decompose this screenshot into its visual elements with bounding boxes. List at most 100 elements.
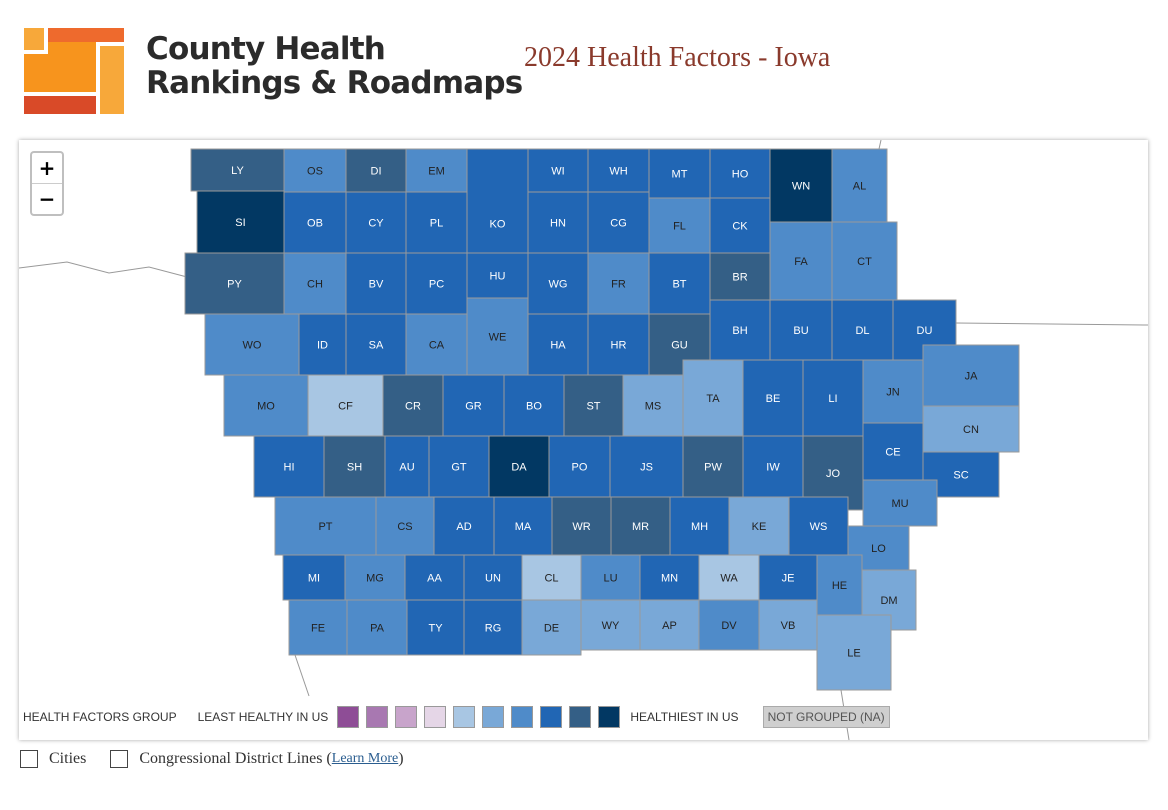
county-ly[interactable]: LY (190, 148, 285, 192)
county-py[interactable]: PY (184, 252, 285, 315)
county-au[interactable]: AU (384, 435, 430, 498)
legend-swatch-9[interactable] (569, 706, 592, 728)
map-panel[interactable]: LY OS DI EM KO WI WH MT HO WN AL SI OB CY PL HN CG FL CK FA… (19, 140, 1148, 740)
county-wh[interactable]: WH (587, 148, 650, 193)
county-ma[interactable]: MA (493, 496, 553, 556)
county-pa[interactable]: PA (346, 599, 408, 656)
county-le[interactable]: LE (816, 614, 892, 691)
county-da[interactable]: DA (488, 435, 550, 498)
county-wa[interactable]: WA (698, 554, 760, 601)
county-fa[interactable]: FA (769, 221, 833, 301)
county-fl[interactable]: FL (648, 197, 711, 254)
zoom-in-button[interactable]: + (32, 153, 62, 184)
congress-checkbox[interactable] (110, 750, 129, 768)
legend-na-box[interactable]: NOT GROUPED (NA) (762, 706, 890, 728)
county-cf[interactable]: CF (307, 374, 384, 437)
cities-checkbox[interactable] (20, 750, 38, 768)
legend-swatch-7[interactable] (511, 706, 534, 728)
county-ho[interactable]: HO (709, 148, 771, 199)
county-mu[interactable]: MU (862, 479, 938, 527)
county-ty[interactable]: TY (406, 599, 465, 656)
county-sa[interactable]: SA (345, 313, 407, 376)
legend-swatch-6[interactable] (482, 706, 505, 728)
county-un[interactable]: UN (463, 554, 523, 601)
county-hn[interactable]: HN (527, 191, 589, 254)
county-de[interactable]: DE (521, 599, 582, 656)
county-mn[interactable]: MN (639, 554, 700, 601)
county-dl[interactable]: DL (831, 299, 894, 361)
county-cs[interactable]: CS (375, 496, 435, 556)
county-rg[interactable]: RG (463, 599, 523, 656)
county-cg[interactable]: CG (587, 191, 650, 254)
legend-swatch-10[interactable] (598, 706, 621, 728)
cities-option[interactable]: Cities (20, 750, 86, 768)
county-bu[interactable]: BU (769, 299, 833, 361)
county-mo[interactable]: MO (223, 374, 309, 437)
congress-option[interactable]: Congressional District Lines (Learn More… (110, 750, 404, 768)
county-cn[interactable]: CN (922, 405, 1020, 453)
county-di[interactable]: DI (345, 148, 407, 193)
county-ad[interactable]: AD (433, 496, 495, 556)
county-wy[interactable]: WY (580, 599, 641, 651)
county-cr[interactable]: CR (382, 374, 444, 437)
county-hr[interactable]: HR (587, 313, 650, 376)
county-be[interactable]: BE (742, 359, 804, 437)
county-aa[interactable]: AA (404, 554, 465, 601)
county-dv[interactable]: DV (698, 599, 760, 651)
zoom-out-button[interactable]: − (38, 187, 56, 211)
county-gr[interactable]: GR (442, 374, 505, 437)
county-wo[interactable]: WO (204, 313, 300, 376)
county-bv[interactable]: BV (345, 252, 407, 315)
county-wi[interactable]: WI (527, 148, 589, 193)
county-li[interactable]: LI (802, 359, 864, 437)
county-ja[interactable]: JA (922, 344, 1020, 407)
county-ca[interactable]: CA (405, 313, 468, 376)
county-ta[interactable]: TA (682, 359, 744, 437)
legend-swatch-2[interactable] (366, 706, 389, 728)
county-we[interactable]: WE (466, 297, 529, 376)
county-jn[interactable]: JN (862, 359, 924, 424)
county-os[interactable]: OS (283, 148, 347, 193)
county-ct[interactable]: CT (831, 221, 898, 301)
county-pt[interactable]: PT (274, 496, 377, 556)
legend-swatch-8[interactable] (540, 706, 563, 728)
county-em[interactable]: EM (405, 148, 468, 193)
county-cl[interactable]: CL (521, 554, 582, 601)
county-br[interactable]: BR (709, 252, 771, 301)
iowa-county-map[interactable]: LY OS DI EM KO WI WH MT HO WN AL SI OB CY PL HN CG FL CK FA… (19, 140, 1148, 740)
county-fr[interactable]: FR (587, 252, 650, 315)
county-hu[interactable]: HU (466, 252, 529, 299)
county-ck[interactable]: CK (709, 197, 771, 254)
county-he[interactable]: HE (816, 554, 863, 616)
county-je[interactable]: JE (758, 554, 818, 601)
county-ms[interactable]: MS (622, 374, 684, 437)
county-bh[interactable]: BH (709, 299, 771, 361)
county-ch[interactable]: CH (283, 252, 347, 315)
county-si[interactable]: SI (196, 190, 285, 254)
county-pc[interactable]: PC (405, 252, 468, 315)
county-ws[interactable]: WS (788, 496, 849, 556)
county-mg[interactable]: MG (344, 554, 406, 601)
county-al[interactable]: AL (831, 148, 888, 223)
county-id[interactable]: ID (298, 313, 347, 376)
county-mh[interactable]: MH (669, 496, 730, 556)
county-wr[interactable]: WR (551, 496, 612, 556)
county-bo[interactable]: BO (503, 374, 565, 437)
county-fe[interactable]: FE (288, 599, 348, 656)
legend-swatch-4[interactable] (424, 706, 447, 728)
county-js[interactable]: JS (609, 435, 684, 498)
county-wg[interactable]: WG (527, 252, 589, 315)
county-st[interactable]: ST (563, 374, 624, 437)
legend-swatch-1[interactable] (337, 706, 360, 728)
county-ha[interactable]: HA (527, 313, 589, 376)
county-sh[interactable]: SH (323, 435, 386, 498)
county-iw[interactable]: IW (742, 435, 804, 498)
county-ke[interactable]: KE (728, 496, 790, 556)
county-cy[interactable]: CY (345, 191, 407, 254)
county-mr[interactable]: MR (610, 496, 671, 556)
county-wn[interactable]: WN (769, 148, 833, 223)
county-mt[interactable]: MT (648, 148, 711, 199)
county-ce[interactable]: CE (862, 422, 924, 481)
county-hi[interactable]: HI (253, 435, 325, 498)
legend-swatch-3[interactable] (395, 706, 418, 728)
